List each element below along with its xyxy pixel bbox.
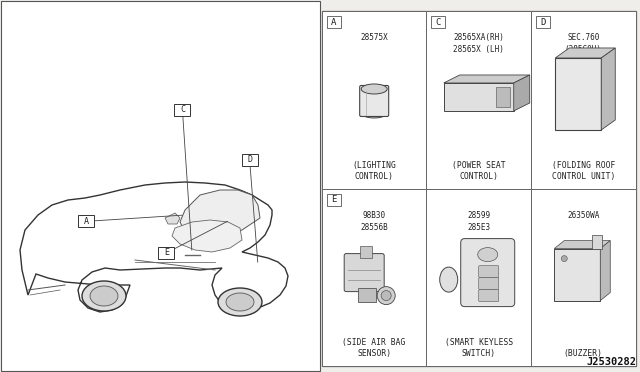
Text: 28575X: 28575X — [360, 33, 388, 42]
Text: E: E — [164, 248, 169, 257]
Text: 26350WA: 26350WA — [567, 211, 600, 220]
Text: D: D — [247, 155, 252, 164]
Bar — [322, 189, 426, 366]
Bar — [554, 248, 600, 301]
Ellipse shape — [361, 84, 387, 94]
Text: (BUZZER): (BUZZER) — [564, 349, 603, 358]
Bar — [327, 194, 341, 206]
Polygon shape — [601, 48, 615, 130]
Text: 28599
285E3: 28599 285E3 — [467, 211, 490, 232]
Bar — [536, 16, 550, 28]
Bar — [444, 83, 514, 111]
Bar — [358, 288, 376, 302]
Bar — [322, 11, 636, 366]
FancyBboxPatch shape — [479, 266, 499, 278]
Text: (FOLDING ROOF
CONTROL UNIT): (FOLDING ROOF CONTROL UNIT) — [552, 161, 615, 181]
Polygon shape — [514, 75, 530, 111]
Text: (SMART KEYLESS
SWITCH): (SMART KEYLESS SWITCH) — [445, 338, 513, 358]
Bar — [322, 11, 426, 189]
Ellipse shape — [226, 293, 254, 311]
Ellipse shape — [90, 286, 118, 306]
Polygon shape — [172, 220, 242, 252]
Polygon shape — [444, 75, 530, 83]
Bar — [174, 104, 191, 116]
Bar — [360, 246, 372, 257]
Text: A: A — [84, 217, 89, 226]
Bar — [1, 1, 320, 371]
Bar — [426, 11, 531, 189]
Polygon shape — [165, 213, 180, 224]
Polygon shape — [180, 190, 260, 240]
Bar — [242, 154, 258, 166]
Text: 28565XA(RH)
28565X (LH): 28565XA(RH) 28565X (LH) — [453, 33, 504, 54]
Text: C: C — [436, 17, 441, 27]
Bar — [159, 247, 174, 259]
Bar — [327, 16, 341, 28]
Text: A: A — [332, 17, 337, 27]
Bar — [79, 215, 95, 227]
Text: 98B30
28556B: 98B30 28556B — [360, 211, 388, 232]
Polygon shape — [556, 48, 615, 58]
Text: J2530282: J2530282 — [586, 357, 636, 367]
Polygon shape — [600, 241, 611, 301]
Polygon shape — [20, 182, 288, 312]
FancyBboxPatch shape — [344, 254, 384, 292]
Bar — [592, 235, 602, 248]
Text: C: C — [180, 105, 185, 114]
Text: (POWER SEAT
CONTROL): (POWER SEAT CONTROL) — [452, 161, 506, 181]
Text: (SIDE AIR BAG
SENSOR): (SIDE AIR BAG SENSOR) — [342, 338, 406, 358]
Circle shape — [561, 256, 567, 262]
Bar — [556, 58, 601, 130]
Bar — [496, 87, 509, 107]
Ellipse shape — [82, 281, 126, 311]
Ellipse shape — [477, 248, 498, 262]
Bar — [431, 16, 445, 28]
Ellipse shape — [361, 108, 387, 118]
FancyBboxPatch shape — [360, 86, 388, 116]
FancyBboxPatch shape — [461, 238, 515, 307]
Ellipse shape — [440, 267, 458, 292]
Text: SEC.760
(285C0U): SEC.760 (285C0U) — [564, 33, 602, 54]
Text: (LIGHTING
CONTROL): (LIGHTING CONTROL) — [352, 161, 396, 181]
FancyBboxPatch shape — [479, 278, 499, 290]
Polygon shape — [554, 241, 611, 248]
Circle shape — [381, 291, 391, 301]
Text: E: E — [332, 195, 337, 204]
Circle shape — [377, 286, 395, 305]
Bar — [426, 189, 531, 366]
FancyBboxPatch shape — [479, 290, 499, 302]
Bar — [531, 189, 636, 366]
Bar — [531, 11, 636, 189]
Text: D: D — [540, 17, 546, 27]
Ellipse shape — [218, 288, 262, 316]
